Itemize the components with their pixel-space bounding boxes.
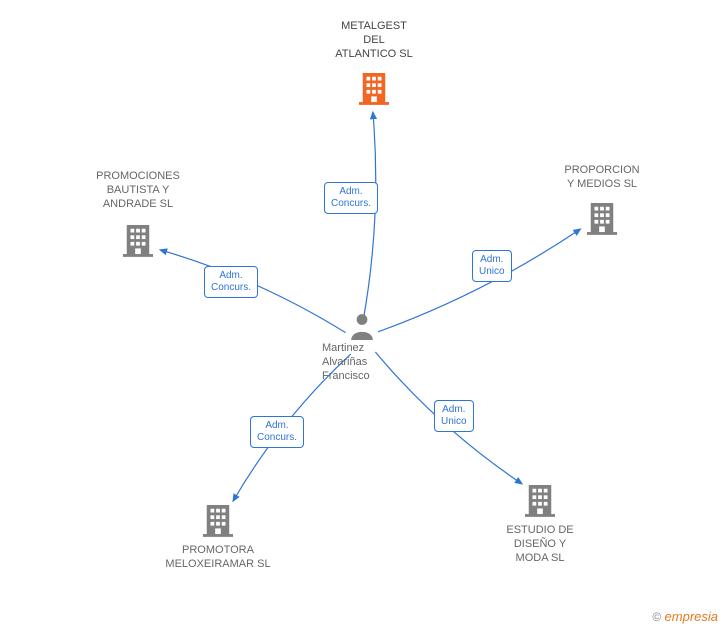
company-label-metalgest: METALGEST DEL ATLANTICO SL (314, 20, 434, 61)
edge-label-proporcion: Adm. Unico (472, 250, 512, 282)
edge-metalgest (363, 112, 376, 322)
building-icon-estudio (525, 483, 555, 517)
edge-label-promotora: Adm. Concurs. (250, 416, 304, 448)
copyright-symbol: © (652, 610, 661, 624)
company-label-promociones: PROMOCIONES BAUTISTA Y ANDRADE SL (78, 170, 198, 211)
building-icon-metalgest (359, 71, 389, 105)
building-icon-promociones (123, 223, 153, 257)
edge-label-promociones: Adm. Concurs. (204, 266, 258, 298)
person-label: Martinez Alvariñas Francisco (322, 342, 412, 383)
building-icon-proporcion (587, 201, 617, 235)
edge-label-estudio: Adm. Unico (434, 400, 474, 432)
company-label-promotora: PROMOTORA MELOXEIRAMAR SL (158, 544, 278, 572)
company-label-proporcion: PROPORCION Y MEDIOS SL (542, 164, 662, 192)
brand-name: empresia (665, 609, 718, 624)
copyright: © empresia (652, 609, 718, 624)
person-icon (349, 312, 375, 340)
edge-label-metalgest: Adm. Concurs. (324, 182, 378, 214)
company-label-estudio: ESTUDIO DE DISEÑO Y MODA SL (480, 524, 600, 565)
building-icon-promotora (203, 503, 233, 537)
